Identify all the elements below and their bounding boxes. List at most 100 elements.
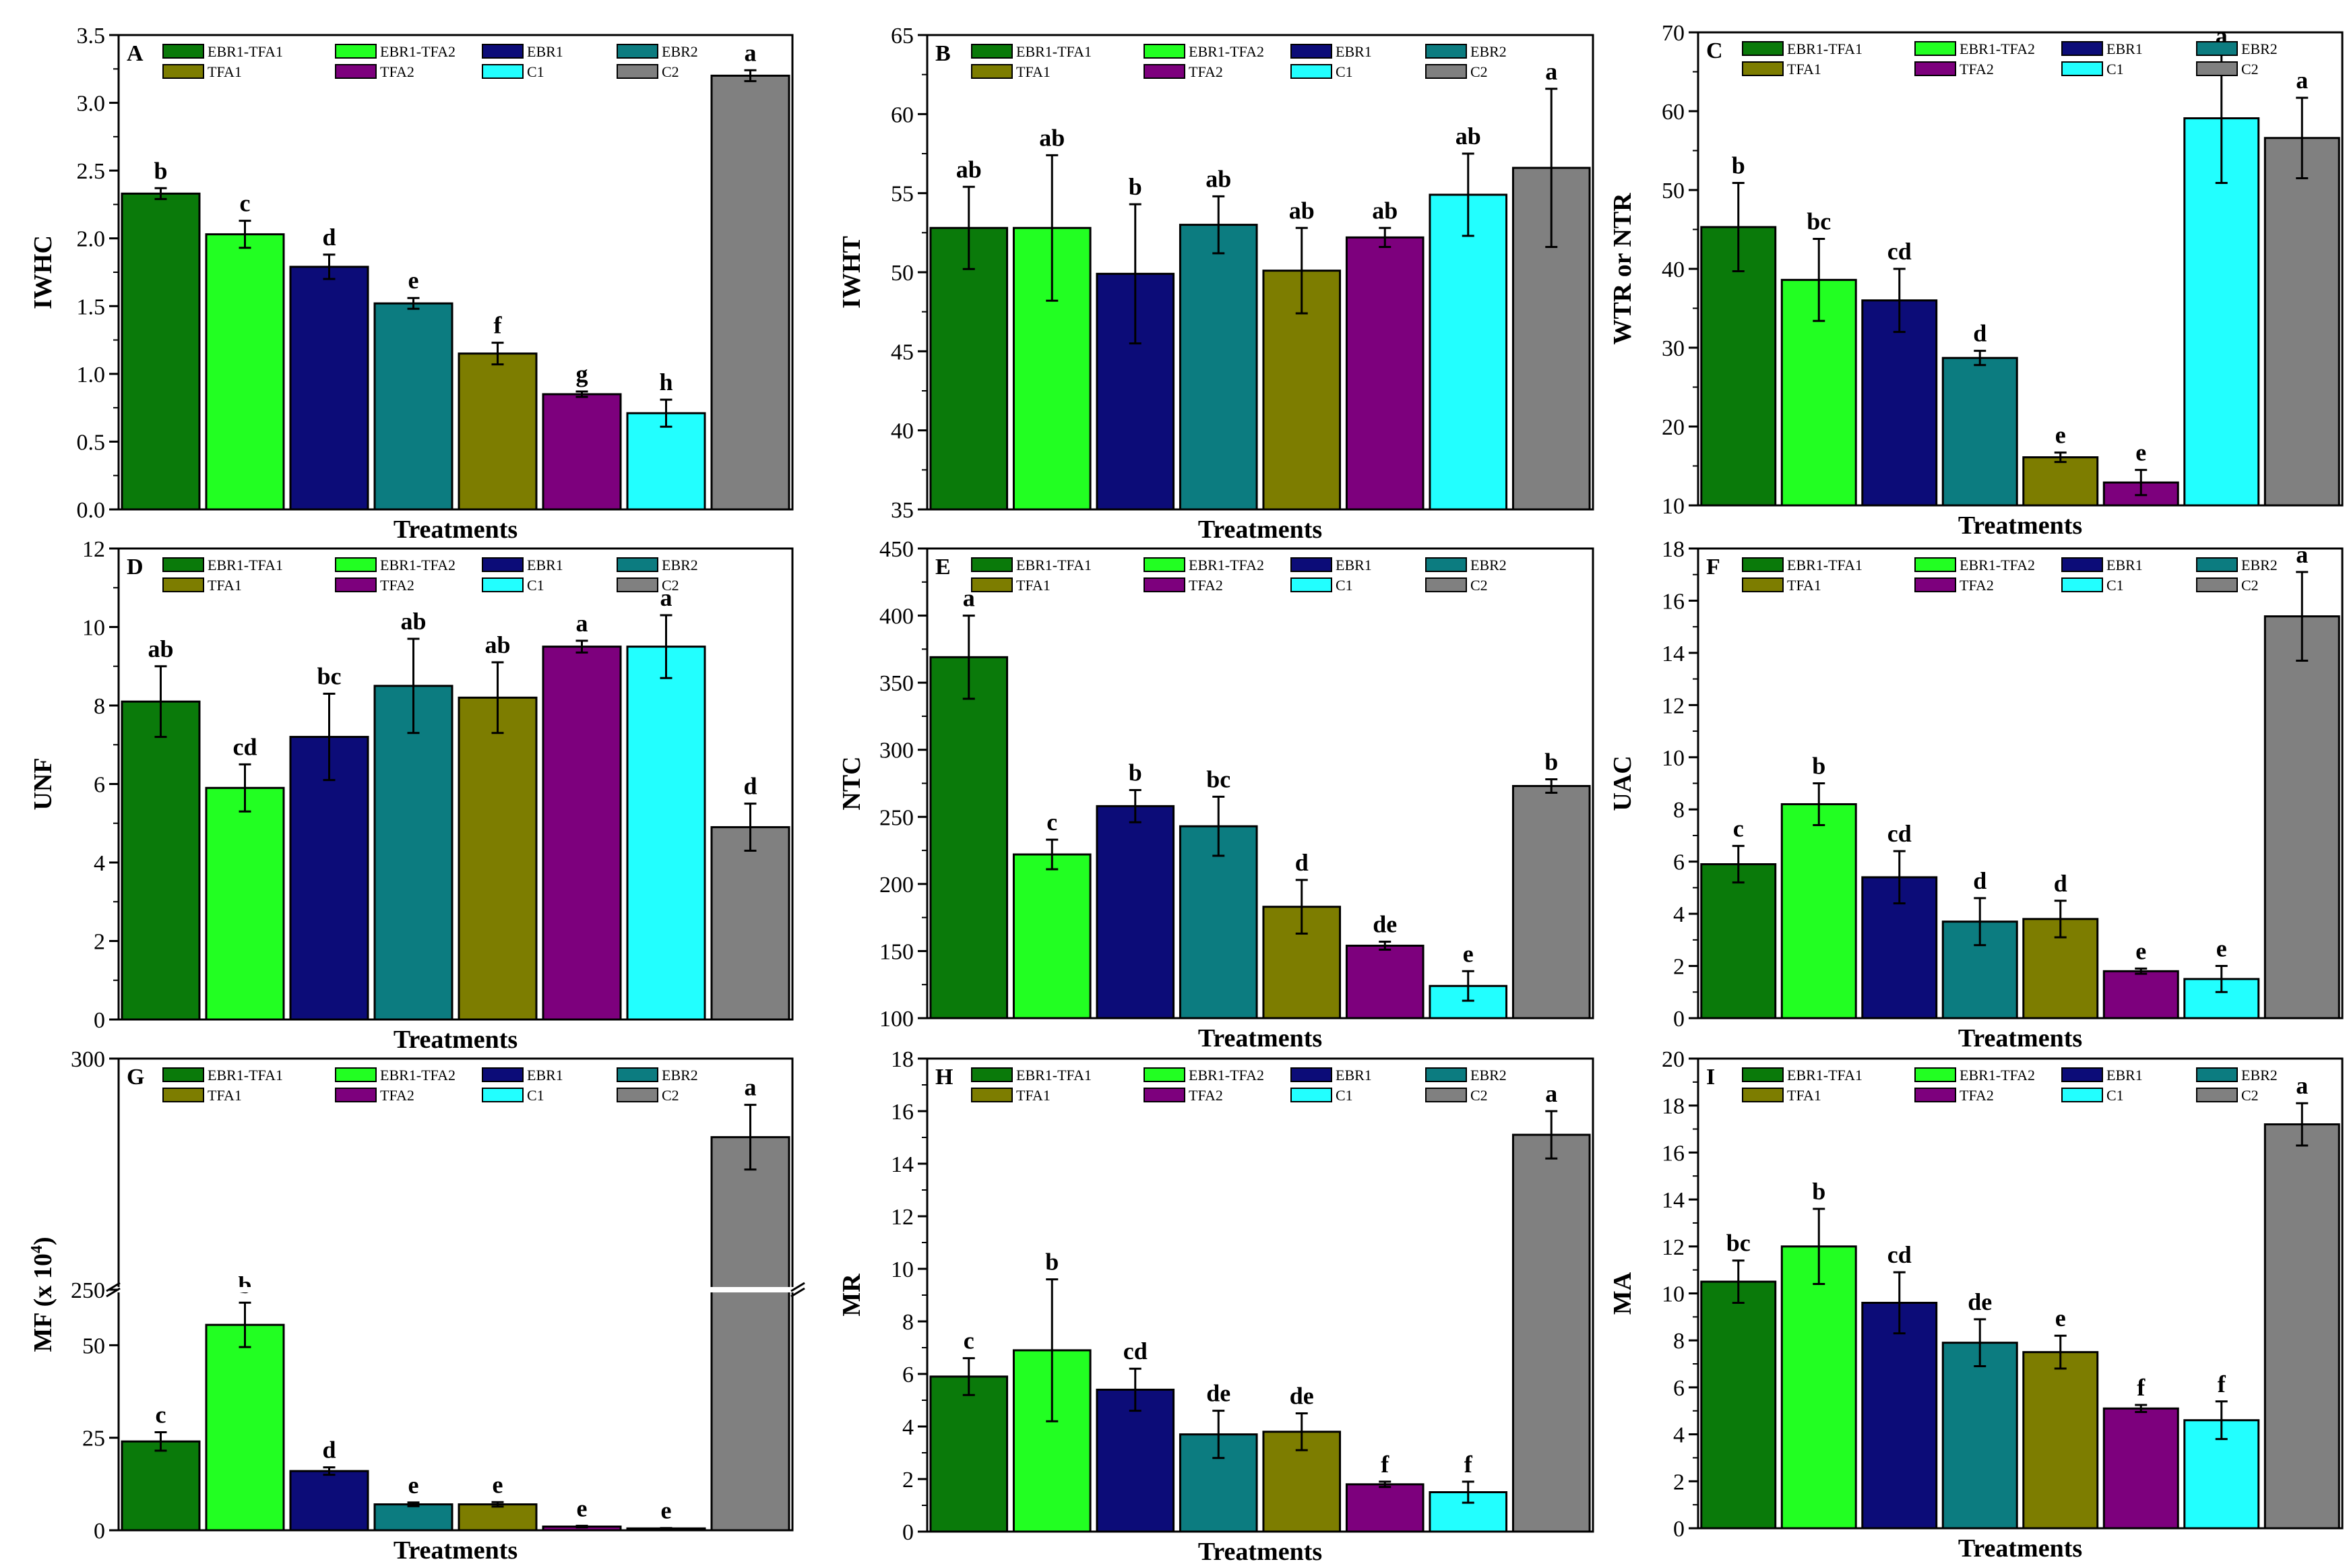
legend-swatch-ebr2	[2196, 41, 2238, 56]
significance-label: f	[1381, 1451, 1389, 1478]
significance-label: cd	[1123, 1338, 1148, 1365]
legend-swatch-ebr1-tfa2	[1914, 1067, 1956, 1082]
significance-label: bc	[317, 663, 342, 690]
x-axis-title: Treatments	[1958, 1024, 2082, 1053]
y-tick-label: 10	[891, 1257, 914, 1282]
bar-ebr2	[373, 1503, 453, 1532]
y-axis-title-superscript: 4	[28, 1245, 46, 1253]
legend-label: TFA2	[380, 63, 414, 80]
y-axis-title-text: IWHC	[29, 235, 57, 309]
y-axis-title-text: MF (x 10	[29, 1253, 57, 1352]
legend-label: C2	[662, 1087, 679, 1104]
significance-label: a	[1545, 58, 1557, 85]
significance-label: cd	[1887, 820, 1912, 847]
legend: EBR1-TFA1 EBR1-TFA2 EBR1 EBR2 TFA1 TFA2 C1 C2	[1742, 557, 2278, 594]
legend: EBR1-TFA1 EBR1-TFA2 EBR1 EBR2 TFA1 TFA2 C1 C2	[971, 557, 1507, 594]
significance-label: de	[1968, 1288, 1992, 1315]
y-tick-label: 14	[1662, 641, 1685, 666]
legend-label: C1	[527, 1087, 544, 1104]
significance-label: d	[2054, 870, 2067, 897]
bar-c2	[2263, 137, 2340, 507]
legend-label: EBR1-TFA2	[1960, 1067, 2035, 1084]
x-axis-title: Treatments	[1198, 1024, 1322, 1053]
legend-label: EBR2	[662, 43, 698, 60]
y-tick-label: 30	[1662, 336, 1685, 361]
legend-label: TFA2	[1960, 61, 1994, 77]
legend-swatch-ebr2	[617, 44, 658, 59]
bar-ebr1-tfa2	[205, 786, 285, 1021]
bar-tfa1	[458, 1503, 538, 1532]
significance-label: f	[2137, 1374, 2146, 1401]
significance-label: bc	[1807, 208, 1831, 235]
y-tick-label: 10	[1662, 494, 1685, 519]
legend-label: C1	[1336, 1087, 1353, 1104]
x-axis-title: Treatments	[1958, 1534, 2082, 1563]
legend-label: C2	[1470, 577, 1488, 594]
significance-label: e	[408, 1472, 419, 1499]
legend-swatch-tfa2	[335, 64, 377, 79]
legend-swatch-tfa2	[1144, 1088, 1185, 1102]
significance-label: b	[1732, 152, 1745, 179]
significance-label: c	[156, 1401, 166, 1428]
y-tick-label: 0.0	[77, 498, 106, 523]
legend-label: EBR1-TFA2	[1189, 557, 1264, 573]
legend-label: C2	[2241, 577, 2259, 594]
y-tick-label: 45	[891, 340, 914, 365]
legend-label: EBR1	[527, 43, 563, 60]
y-tick-label: 1.5	[77, 294, 106, 319]
legend-swatch-tfa1	[1742, 1088, 1784, 1102]
significance-label: e	[2135, 937, 2146, 964]
significance-label: d	[322, 224, 336, 251]
y-tick-label: 4	[94, 851, 105, 876]
y-tick-label: 100	[879, 1007, 914, 1032]
legend-swatch-ebr1-tfa2	[1144, 1067, 1185, 1082]
legend-swatch-tfa1	[162, 1088, 204, 1102]
legend-label: EBR1	[1336, 1067, 1372, 1084]
legend-label: EBR1	[2106, 557, 2143, 573]
y-tick-label: 6	[1673, 850, 1685, 875]
y-tick-label: 3.5	[77, 24, 106, 49]
significance-label: b	[1129, 759, 1142, 786]
legend-swatch-ebr1-tfa2	[335, 1067, 377, 1082]
legend-swatch-ebr1-tfa1	[971, 44, 1013, 59]
x-axis-title: Treatments	[394, 1026, 518, 1054]
legend-swatch-tfa1	[971, 1088, 1013, 1102]
legend-label: C2	[1470, 1087, 1488, 1104]
y-tick-label: 40	[891, 419, 914, 444]
y-tick-label: 20	[1662, 415, 1685, 440]
legend-swatch-tfa2	[1914, 61, 1956, 76]
bar-ebr1	[289, 265, 369, 511]
x-axis-title: Treatments	[394, 1536, 518, 1565]
legend-swatch-ebr2	[1425, 1067, 1467, 1082]
legend-swatch-tfa1	[971, 64, 1013, 79]
y-axis-title: UNF	[29, 757, 57, 810]
y-tick-label: 20	[1662, 1047, 1685, 1072]
significance-label: d	[1973, 320, 1986, 347]
significance-label: ab	[1039, 124, 1065, 151]
bar-ebr2	[1941, 356, 2018, 507]
y-tick-label: 16	[1662, 589, 1685, 614]
x-axis-title: Treatments	[1198, 1538, 1322, 1566]
bar-ebr2	[373, 685, 453, 1021]
y-axis-title: IWHC	[29, 235, 57, 309]
legend-swatch-c1	[1290, 577, 1332, 592]
y-tick-label: 0	[1673, 1517, 1685, 1542]
y-axis-title: UAC	[1608, 755, 1637, 811]
bar-tfa2	[2102, 970, 2179, 1020]
significance-label: ab	[956, 156, 982, 183]
y-tick-label: 350	[879, 671, 914, 696]
y-tick-label: 4	[902, 1415, 914, 1440]
legend-label: EBR1	[2106, 1067, 2143, 1084]
y-tick-label: 150	[879, 939, 914, 964]
significance-label: a	[2296, 67, 2308, 94]
bar-ebr1	[1096, 805, 1175, 1020]
legend-label: EBR1	[1336, 43, 1372, 60]
legend-swatch-c1	[2061, 61, 2103, 76]
legend: EBR1-TFA1 EBR1-TFA2 EBR1 EBR2 TFA1 TFA2 C1 C2	[162, 557, 698, 594]
y-tick-label: 0.5	[77, 430, 106, 455]
significance-label: a	[745, 1074, 757, 1101]
bar-tfa2	[1345, 944, 1425, 1020]
legend-label: EBR1-TFA1	[1787, 40, 1863, 57]
